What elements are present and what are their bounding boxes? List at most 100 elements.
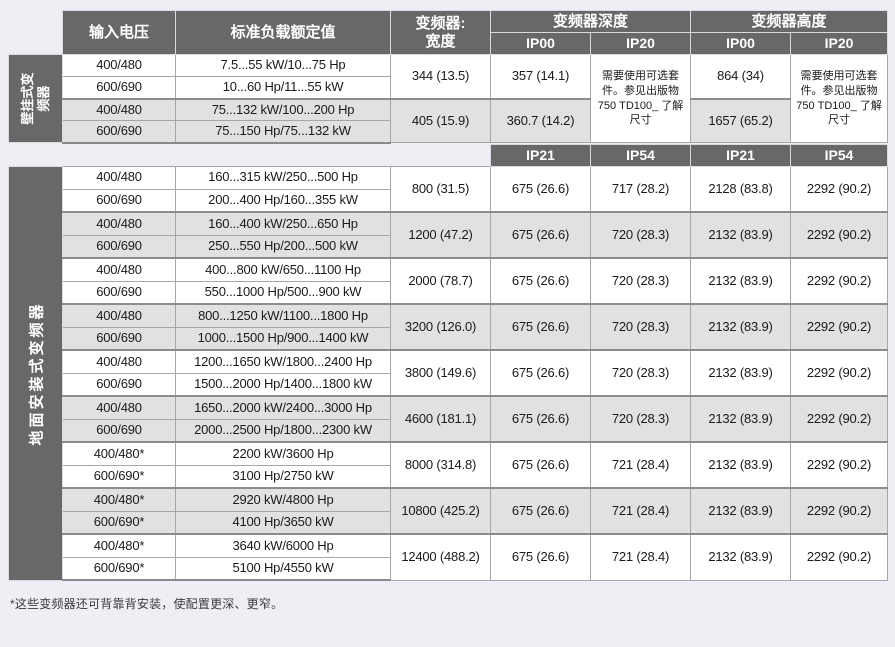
- height-ip21-cell: 2132 (83.9): [690, 533, 791, 581]
- rating-cell: 2920 kW/4800 Hp: [175, 487, 391, 512]
- sidebar-wall-label: 壁挂式变频器: [19, 72, 51, 125]
- rating-cell: 250...550 Hp/200...500 kW: [175, 234, 391, 259]
- width-cell: 3800 (149.6): [390, 349, 491, 397]
- drive-width-line1: 变频器:: [415, 15, 466, 33]
- depth-ip21-cell: 675 (26.6): [490, 349, 591, 397]
- height-ip54-cell: 2292 (90.2): [790, 441, 888, 489]
- voltage-cell: 400/480: [62, 303, 176, 328]
- voltage-cell: 400/480*: [62, 533, 176, 558]
- sidebar-floor-mount-drives: 地面安装式变频器: [8, 165, 63, 581]
- column-header-drive-depth: 变频器深度: [489, 10, 692, 33]
- rating-cell: 1200...1650 kW/1800...2400 Hp: [175, 349, 391, 374]
- depth-ip54-cell: 721 (28.4): [590, 487, 691, 535]
- width-cell: 3200 (126.0): [390, 303, 491, 351]
- voltage-cell: 400/480: [62, 54, 176, 77]
- height-ip21-cell: 2132 (83.9): [690, 487, 791, 535]
- rating-cell: 160...315 kW/250...500 Hp: [175, 165, 391, 190]
- rating-cell: 10...60 Hp/11...55 kW: [175, 76, 391, 99]
- voltage-cell: 600/690: [62, 280, 176, 305]
- depth-ip21-cell: 675 (26.6): [490, 487, 591, 535]
- width-cell: 4600 (181.1): [390, 395, 491, 443]
- height-ip54-cell: 2292 (90.2): [790, 487, 888, 535]
- rating-cell: 800...1250 kW/1100...1800 Hp: [175, 303, 391, 328]
- depth-ip21-cell: 675 (26.6): [490, 395, 591, 443]
- width-cell: 405 (15.9): [390, 97, 491, 143]
- column-header-drive-width: 变频器: 宽度: [390, 10, 491, 55]
- gap-spacer: [9, 144, 491, 166]
- depth-ip54-cell: 720 (28.3): [590, 395, 691, 443]
- column-header-input-voltage: 输入电压: [62, 10, 176, 55]
- height-ip21-cell: 2132 (83.9): [690, 349, 791, 397]
- rating-cell: 3640 kW/6000 Hp: [175, 533, 391, 558]
- width-cell: 2000 (78.7): [390, 257, 491, 305]
- sidebar-floor-vbox: 地面安装式变频器: [9, 167, 62, 580]
- voltage-cell: 600/690: [62, 120, 176, 144]
- voltage-cell: 400/480*: [62, 441, 176, 466]
- subheader-depth-ip21: IP21: [490, 143, 591, 167]
- depth-ip54-cell: 720 (28.3): [590, 303, 691, 351]
- rating-cell: 2200 kW/3600 Hp: [175, 441, 391, 466]
- voltage-cell: 600/690: [62, 418, 176, 443]
- voltage-cell: 600/690: [62, 76, 176, 99]
- rating-cell: 2000...2500 Hp/1800...2300 kW: [175, 418, 391, 443]
- drive-width-line2: 宽度: [425, 32, 456, 50]
- footnote: *这些变频器还可背靠背安装，使配置更深、更窄。: [10, 597, 284, 611]
- depth-ip21-cell: 675 (26.6): [490, 533, 591, 581]
- depth-ip54-cell: 720 (28.3): [590, 257, 691, 305]
- width-cell: 1200 (47.2): [390, 211, 491, 259]
- voltage-cell: 400/480: [62, 257, 176, 282]
- rating-cell: 200...400 Hp/160...355 kW: [175, 188, 391, 213]
- voltage-cell: 600/690: [62, 234, 176, 259]
- rating-cell: 550...1000 Hp/500...900 kW: [175, 280, 391, 305]
- rating-cell: 7.5...55 kW/10...75 Hp: [175, 54, 391, 77]
- rating-cell: 400...800 kW/650...1100 Hp: [175, 257, 391, 282]
- depth-ip54-cell: 717 (28.2): [590, 165, 691, 213]
- voltage-cell: 400/480: [62, 349, 176, 374]
- depth-ip21-cell: 675 (26.6): [490, 441, 591, 489]
- sidebar-wall-mount-drives: 壁挂式变频器: [8, 54, 63, 143]
- depth-ip54-cell: 721 (28.4): [590, 533, 691, 581]
- height-ip54-cell: 2292 (90.2): [790, 349, 888, 397]
- rating-cell: 1000...1500 Hp/900...1400 kW: [175, 326, 391, 351]
- height-ip21-cell: 2132 (83.9): [690, 303, 791, 351]
- sidebar-wall-vbox: 壁挂式变频器: [9, 55, 62, 142]
- rating-cell: 1500...2000 Hp/1400...1800 kW: [175, 372, 391, 397]
- voltage-cell: 600/690*: [62, 510, 176, 535]
- voltage-cell: 400/480*: [62, 487, 176, 512]
- width-cell: 8000 (314.8): [390, 441, 491, 489]
- height-ip21-cell: 2132 (83.9): [690, 441, 791, 489]
- subheader-depth-ip20: IP20: [589, 32, 692, 55]
- voltage-cell: 600/690*: [62, 464, 176, 489]
- height-ip21-cell: 2132 (83.9): [690, 257, 791, 305]
- depth-ip00-cell: 357 (14.1): [490, 54, 591, 99]
- rating-cell: 5100 Hp/4550 kW: [175, 556, 391, 581]
- voltage-cell: 400/480: [62, 165, 176, 190]
- depth-ip00-cell: 360.7 (14.2): [490, 97, 591, 143]
- height-ip54-cell: 2292 (90.2): [790, 395, 888, 443]
- height-ip54-cell: 2292 (90.2): [790, 303, 888, 351]
- rating-cell: 75...132 kW/100...200 Hp: [175, 97, 391, 121]
- voltage-cell: 600/690: [62, 188, 176, 213]
- height-ip00-cell: 1657 (65.2): [690, 97, 792, 143]
- height-ip54-cell: 2292 (90.2): [790, 533, 888, 581]
- floor-mount-drives-table: IP21 IP54 IP21 IP54 地面安装式变频器 400/480 160…: [8, 143, 888, 581]
- depth-ip21-cell: 675 (26.6): [490, 211, 591, 259]
- rating-cell: 160...400 kW/250...650 Hp: [175, 211, 391, 236]
- voltage-cell: 600/690: [62, 372, 176, 397]
- voltage-cell: 400/480: [62, 97, 176, 121]
- width-cell: 10800 (425.2): [390, 487, 491, 535]
- subheader-height-ip00: IP00: [690, 32, 792, 55]
- column-header-standard-load-rating: 标准负载额定值: [175, 10, 391, 55]
- rating-cell: 1650...2000 kW/2400...3000 Hp: [175, 395, 391, 420]
- corner-spacer: [9, 11, 63, 55]
- depth-ip21-cell: 675 (26.6): [490, 303, 591, 351]
- depth-ip20-note-cell: 需要使用可选套件。参见出版物750 TD100_ 了解尺寸: [589, 54, 692, 143]
- voltage-cell: 400/480: [62, 211, 176, 236]
- width-cell: 12400 (488.2): [390, 533, 491, 581]
- rating-cell: 3100 Hp/2750 kW: [175, 464, 391, 489]
- subheader-height-ip54: IP54: [790, 143, 888, 167]
- subheader-depth-ip54: IP54: [590, 143, 691, 167]
- depth-ip54-cell: 720 (28.3): [590, 349, 691, 397]
- height-ip21-cell: 2128 (83.8): [690, 165, 791, 213]
